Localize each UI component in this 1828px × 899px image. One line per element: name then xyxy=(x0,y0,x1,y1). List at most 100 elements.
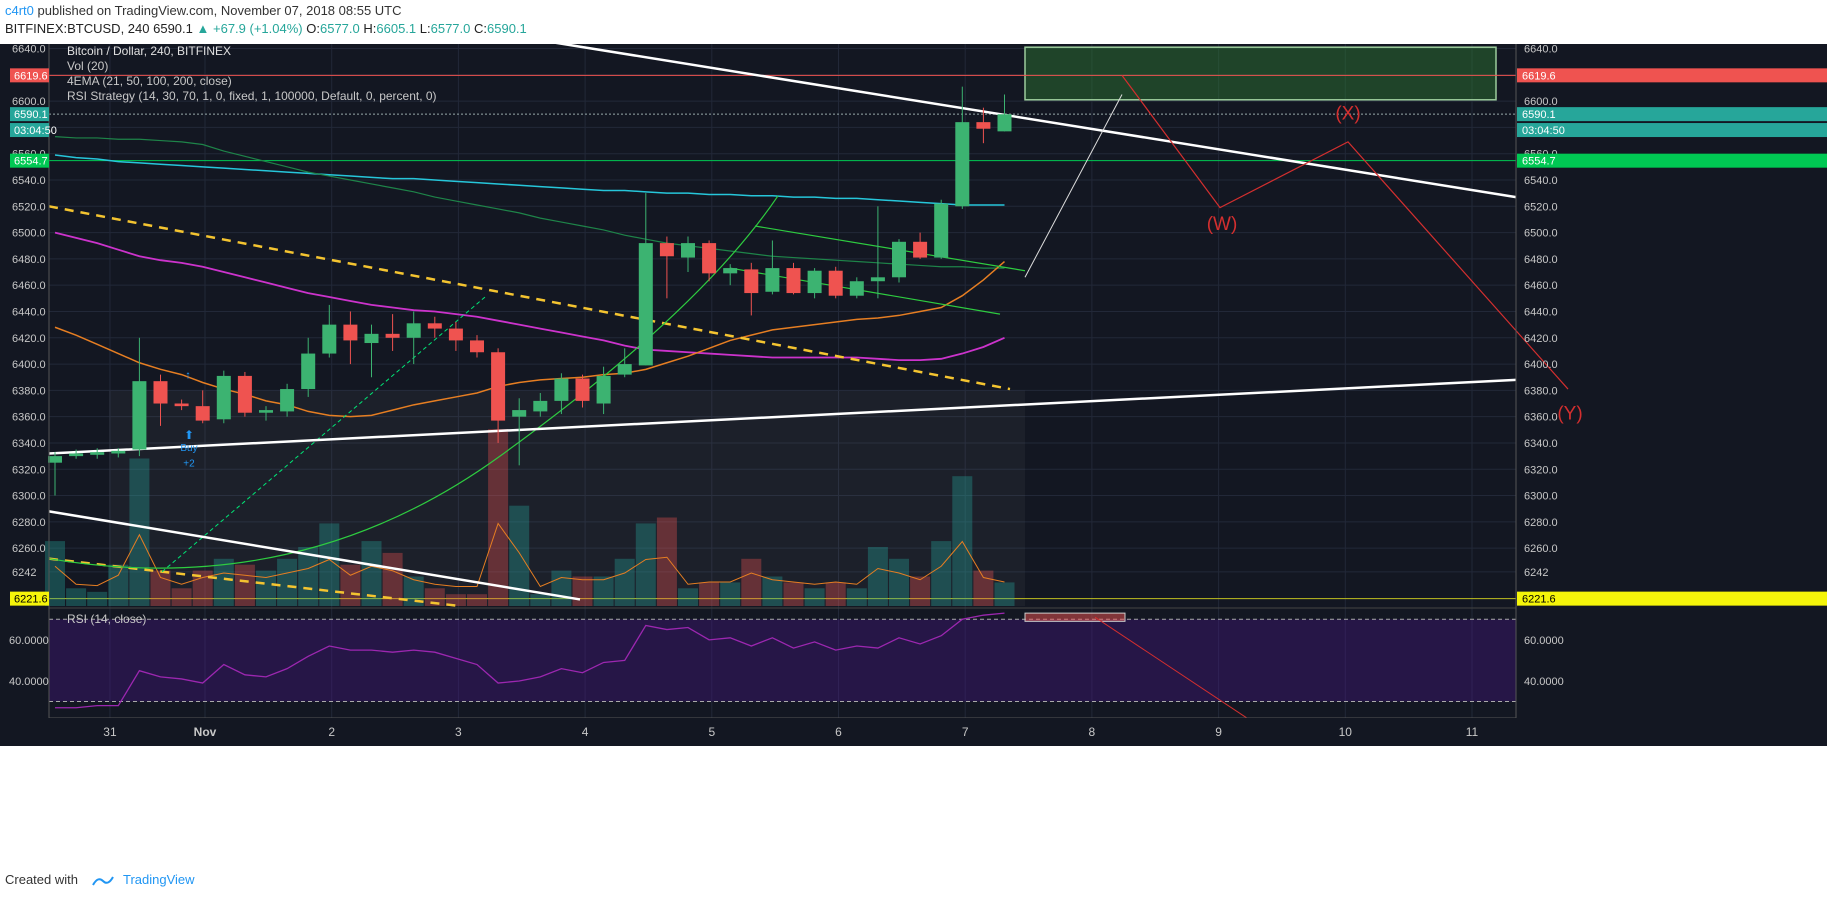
volume-bar xyxy=(973,570,994,606)
candle-body xyxy=(132,381,147,450)
candle-body xyxy=(976,122,991,129)
price-tick-label-left: 6460.0 xyxy=(12,280,46,292)
volume-bar xyxy=(277,558,298,606)
open-value: 6577.0 xyxy=(319,21,360,36)
legend-item: Vol (20) xyxy=(67,59,108,73)
price-tag-label-left: 03:04:50 xyxy=(14,125,57,137)
price-tag xyxy=(1517,153,1827,168)
volume-bar xyxy=(656,517,677,606)
candle-body xyxy=(448,328,463,341)
time-tick-label: 9 xyxy=(1215,725,1222,739)
price-tag-label: 03:04:50 xyxy=(1522,125,1565,137)
volume-bar xyxy=(45,541,65,606)
volume-bar xyxy=(678,588,698,606)
candle-body xyxy=(491,352,506,421)
candle-body xyxy=(617,364,632,375)
price-tick-label: 6520.0 xyxy=(1524,201,1558,213)
candle-body xyxy=(702,243,717,274)
price-tag-label-left: 6619.6 xyxy=(14,70,48,82)
price-chart[interactable]: (W)(X)(Y)⬆Buy+2↑↘60.000060.000040.000040… xyxy=(0,44,1828,870)
price-tick-label-left: 6260.0 xyxy=(12,543,46,555)
buy-arrow-icon: ⬆ xyxy=(184,428,194,442)
volume-series xyxy=(45,429,1015,606)
price-tag-label-left: 6221.6 xyxy=(14,594,48,606)
price-tag-left xyxy=(10,591,49,606)
volume-bar xyxy=(867,547,888,606)
volume-ma-line xyxy=(54,522,1005,588)
candle-body xyxy=(765,268,780,292)
candle-body xyxy=(280,389,295,412)
volume-bar xyxy=(150,570,171,606)
channel-line-upper xyxy=(754,225,1026,272)
candle-body xyxy=(153,381,168,404)
price-tick-label: 6340.0 xyxy=(1524,438,1558,450)
up-arrow-icon: ▲ xyxy=(196,21,210,36)
price-tick-label: 6260.0 xyxy=(1524,543,1558,555)
price-tag-left xyxy=(10,68,49,83)
candle-body xyxy=(512,410,527,417)
rsi-projection-line xyxy=(1094,616,1251,721)
candle-body xyxy=(216,375,231,420)
high-label: H: xyxy=(363,21,377,36)
candle-body xyxy=(406,323,421,338)
volume-bar xyxy=(530,594,551,606)
low-value: 6577.0 xyxy=(430,21,471,36)
trendline-ascending xyxy=(48,378,1517,455)
candle-body xyxy=(786,268,801,294)
volume-bar xyxy=(87,591,108,606)
candle-body xyxy=(913,241,928,258)
rsi-band-fill xyxy=(49,619,1516,702)
volume-bar xyxy=(403,576,424,606)
price-tick-label: 6480.0 xyxy=(1524,254,1558,266)
tradingview-logo-icon xyxy=(91,876,114,886)
volume-bar xyxy=(593,576,614,606)
candle-body xyxy=(364,333,379,344)
volume-bar xyxy=(424,588,445,606)
grid xyxy=(49,44,1516,718)
volume-bar xyxy=(804,588,825,606)
legend-item: RSI Strategy (14, 30, 70, 1, 0, fixed, 1… xyxy=(67,89,437,103)
price-tick-label-left: 6320.0 xyxy=(12,464,46,476)
candle-body xyxy=(596,375,611,404)
signal-arrow-icon: ↑ xyxy=(185,370,191,382)
last-price: 6590.1 xyxy=(153,21,193,36)
resistance-zone xyxy=(1024,46,1497,101)
candle-body xyxy=(385,333,400,338)
candle-body xyxy=(934,203,949,258)
published-line: c4rt0 published on TradingView.com, Nove… xyxy=(5,3,402,18)
rsi-tick-label-left: 60.0000 xyxy=(9,635,49,647)
price-tick-label: 6540.0 xyxy=(1524,175,1558,187)
candle-body xyxy=(343,324,358,341)
volume-bar xyxy=(382,552,403,606)
author-link[interactable]: c4rt0 xyxy=(5,3,34,18)
candle-body xyxy=(828,270,843,296)
price-tick-label: 6640.0 xyxy=(1524,44,1558,56)
candle-series xyxy=(48,86,1012,496)
candle-body xyxy=(807,270,822,294)
rsi-line xyxy=(55,612,1005,709)
tradingview-link[interactable]: TradingView xyxy=(123,872,195,887)
price-tag-label: 6590.1 xyxy=(1522,109,1556,121)
time-tick-label: 6 xyxy=(835,725,842,739)
price-tick-label: 6400.0 xyxy=(1524,359,1558,371)
time-axis-bg xyxy=(0,718,1827,746)
price-tick-label: 6500.0 xyxy=(1524,228,1558,240)
time-tick-label: 3 xyxy=(455,725,462,739)
volume-bar xyxy=(614,558,635,606)
volume-bar xyxy=(445,594,466,606)
candle-body xyxy=(48,456,62,463)
price-tick-label-left: 6360.0 xyxy=(12,412,46,424)
close-value: 6590.1 xyxy=(487,21,527,36)
volume-bar xyxy=(129,458,150,606)
header: c4rt0 published on TradingView.com, Nove… xyxy=(0,0,1828,44)
close-label: C: xyxy=(474,21,487,36)
volume-bar xyxy=(256,570,276,606)
price-tag-label-left: 6590.1 xyxy=(14,109,48,121)
footer: Created with TradingView xyxy=(5,872,195,887)
label-x: (X) xyxy=(1335,104,1360,125)
volume-bar xyxy=(720,582,741,606)
candle-body xyxy=(427,323,442,329)
ohlc-line: BITFINEX:BTCUSD, 240 6590.1 ▲ +67.9 (+1.… xyxy=(5,21,527,36)
time-tick-label: 2 xyxy=(328,725,335,739)
